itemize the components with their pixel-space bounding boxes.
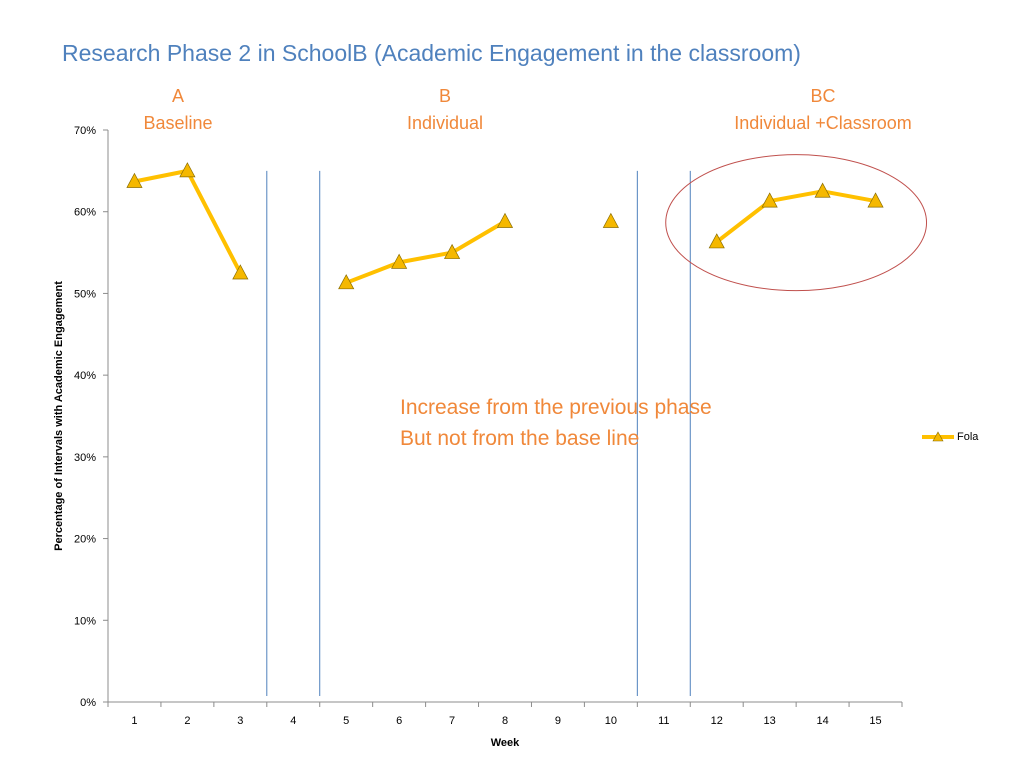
x-tick-label: 2 bbox=[184, 715, 190, 727]
y-tick-label: 10% bbox=[74, 615, 96, 627]
y-tick-label: 40% bbox=[74, 370, 96, 382]
x-tick-label: 4 bbox=[290, 715, 296, 727]
x-tick-label: 1 bbox=[131, 715, 137, 727]
data-point-marker bbox=[179, 162, 196, 178]
y-tick-label: 20% bbox=[74, 534, 96, 546]
data-point-marker bbox=[496, 212, 514, 228]
legend: Fola bbox=[922, 431, 978, 443]
data-point-marker bbox=[867, 192, 884, 208]
y-tick-label: 60% bbox=[74, 207, 96, 219]
phase-name: Baseline bbox=[143, 113, 213, 133]
x-tick-label: 13 bbox=[764, 715, 776, 727]
highlight-group bbox=[665, 154, 928, 292]
x-tick-label: 12 bbox=[711, 715, 723, 727]
x-tick-label: 3 bbox=[237, 715, 243, 727]
phase-name: Individual +Classroom bbox=[734, 113, 912, 133]
data-point-marker bbox=[602, 212, 619, 228]
phase-label-bc: BC Individual +Classroom bbox=[700, 83, 946, 137]
y-axis-title: Percentage of Intervals with Academic En… bbox=[53, 281, 65, 551]
x-tick-label: 15 bbox=[869, 715, 881, 727]
y-tick-label: 70% bbox=[74, 125, 96, 137]
x-tick-label: 14 bbox=[816, 715, 828, 727]
phase-name: Individual bbox=[406, 113, 484, 133]
data-point-marker bbox=[443, 243, 461, 259]
annotation: Increase from the previous phase But not… bbox=[400, 392, 712, 454]
legend-label: Fola bbox=[957, 431, 979, 443]
series-line-segment bbox=[132, 168, 243, 275]
annotation-line: Increase from the previous phase bbox=[400, 396, 712, 419]
phase-code: BC bbox=[810, 86, 836, 106]
highlight-circle bbox=[665, 154, 928, 292]
x-tick-label: 11 bbox=[658, 715, 669, 727]
phase-label-a: A Baseline bbox=[128, 83, 228, 137]
data-point-marker bbox=[708, 233, 725, 249]
x-tick-label: 5 bbox=[343, 715, 349, 727]
phase-code: B bbox=[438, 86, 451, 106]
data-point-marker bbox=[814, 182, 831, 198]
slide-title: Research Phase 2 in SchoolB (Academic En… bbox=[62, 40, 801, 66]
x-tick-label: 10 bbox=[605, 715, 617, 727]
data-point-marker bbox=[126, 172, 143, 188]
x-tick-label: 8 bbox=[502, 715, 508, 727]
phase-label-b: B Individual bbox=[380, 83, 510, 137]
series-fola bbox=[126, 162, 884, 290]
series-line-segment bbox=[344, 219, 507, 285]
series-line-segment bbox=[714, 189, 878, 244]
x-tick-label: 6 bbox=[396, 715, 402, 727]
y-tick-label: 0% bbox=[80, 697, 96, 709]
data-point-marker bbox=[338, 274, 355, 290]
phase-code: A bbox=[171, 86, 184, 106]
y-tick-label: 50% bbox=[74, 288, 96, 300]
legend-swatch bbox=[922, 431, 954, 442]
x-tick-label: 7 bbox=[449, 715, 455, 727]
annotation-line: But not from the base line bbox=[400, 427, 640, 450]
chart-axes: 0%10%20%30%40%50%60%70%1 2 3 4 5 6 7 8 9 10 11 12 13… bbox=[53, 125, 903, 749]
data-point-marker bbox=[391, 253, 408, 269]
phase-dividers bbox=[266, 170, 691, 696]
y-tick-label: 30% bbox=[74, 452, 96, 464]
data-point-marker bbox=[761, 192, 778, 208]
x-axis-title: Week bbox=[491, 737, 520, 749]
x-tick-label: 9 bbox=[555, 715, 561, 727]
data-point-marker bbox=[232, 264, 249, 280]
